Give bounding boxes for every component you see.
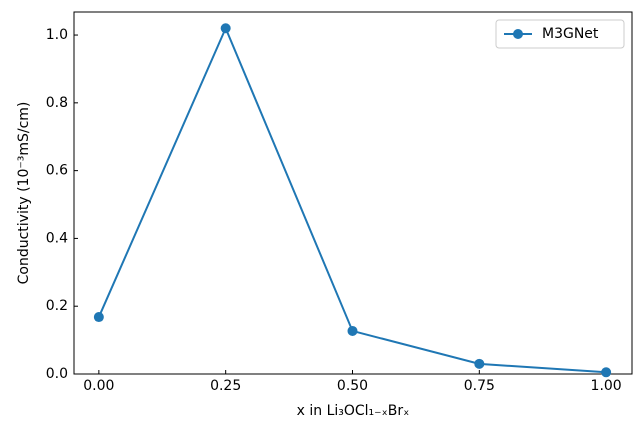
data-point — [220, 23, 231, 34]
plot-frame — [73, 11, 633, 375]
y-tick-label: 0.0 — [46, 366, 68, 382]
y-tick-label: 0.2 — [46, 298, 68, 314]
x-tick-label: 0.75 — [464, 378, 495, 394]
data-point — [347, 325, 358, 336]
series-line — [97, 25, 607, 374]
x-tick-label: 0.25 — [210, 378, 241, 394]
legend-box — [495, 19, 625, 49]
y-tick-label: 0.4 — [46, 230, 68, 246]
data-point — [601, 367, 612, 378]
y-tick-label: 0.6 — [46, 163, 68, 179]
y-tick-label: 1.0 — [46, 27, 68, 43]
x-tick-label: 1.00 — [591, 378, 622, 394]
data-point — [93, 312, 104, 323]
data-point — [474, 358, 485, 369]
x-tick-label: 0.50 — [337, 378, 368, 394]
y-tick-label: 0.8 — [46, 95, 68, 111]
x-tick-label: 0.00 — [83, 378, 114, 394]
x-axis-label: x in Li₃OCl₁₋ₓBrₓ — [297, 403, 410, 419]
legend-marker — [513, 29, 523, 39]
y-axis-label: Conductivity (10⁻³mS/cm) — [16, 102, 32, 285]
legend-label: M3GNet — [542, 26, 599, 42]
